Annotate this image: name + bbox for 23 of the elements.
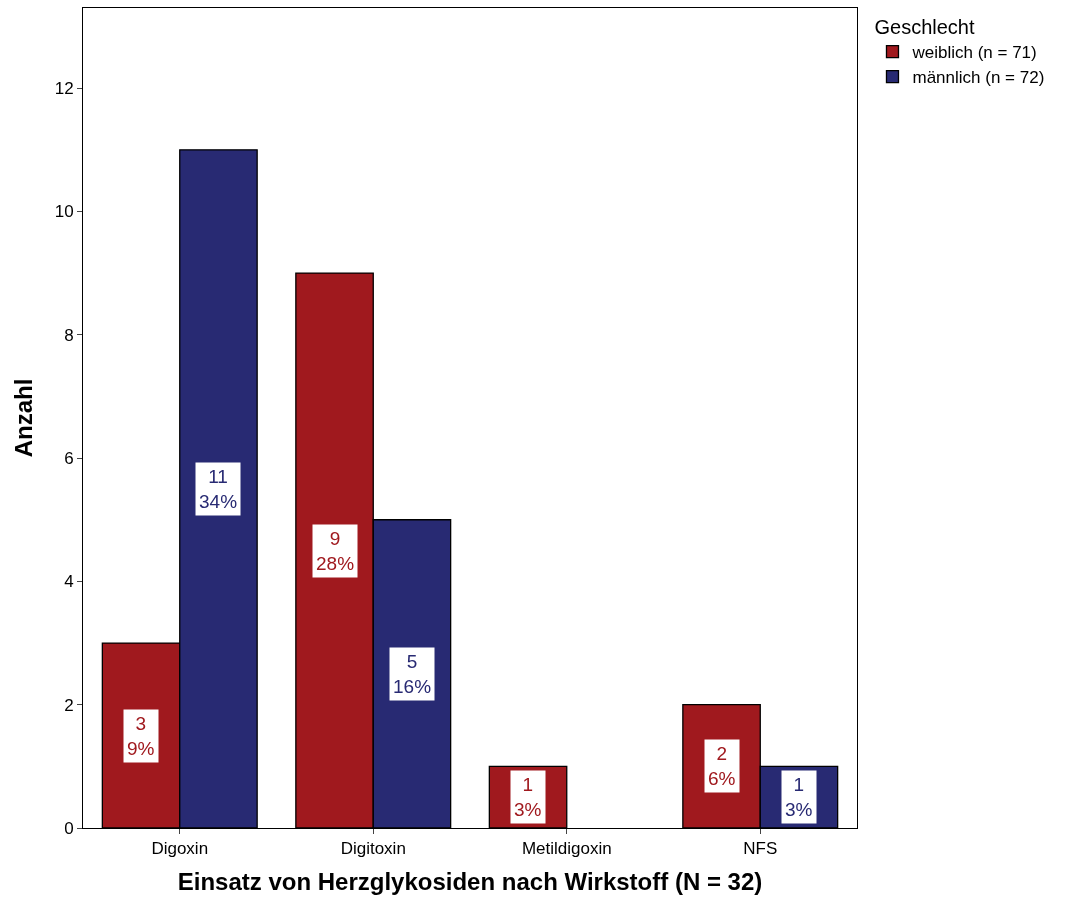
x-tick-label: Digoxin bbox=[151, 839, 209, 859]
y-axis-title: Anzahl bbox=[9, 378, 37, 458]
y-tick-label: 6 bbox=[64, 449, 74, 469]
y-tick-label: 0 bbox=[64, 818, 74, 838]
y-tick-label: 8 bbox=[64, 325, 74, 345]
y-tick-label: 4 bbox=[64, 572, 74, 592]
legend-label: männlich (n = 72) bbox=[912, 68, 1045, 88]
data-label: 9 28% bbox=[316, 528, 355, 574]
y-tick-label: 10 bbox=[54, 202, 74, 222]
x-axis-title: Einsatz von Herzglykosiden nach Wirkstoff (N = 32) bbox=[177, 867, 763, 895]
data-label: 11 34% bbox=[199, 466, 238, 512]
data-label: 1 3% bbox=[785, 774, 813, 820]
data-label: 5 16% bbox=[393, 651, 432, 697]
data-label: 2 6% bbox=[708, 743, 736, 789]
legend-title: Geschlecht bbox=[874, 16, 975, 38]
data-label: 3 9% bbox=[127, 713, 155, 759]
data-label: 1 3% bbox=[514, 774, 542, 820]
legend-label: weiblich (n = 71) bbox=[911, 43, 1037, 63]
y-tick-label: 2 bbox=[64, 695, 74, 715]
x-tick-label: Digitoxin bbox=[340, 839, 406, 859]
x-tick-label: NFS bbox=[743, 839, 778, 859]
x-tick-label: Metildigoxin bbox=[521, 839, 612, 859]
y-tick-label: 12 bbox=[54, 79, 74, 99]
